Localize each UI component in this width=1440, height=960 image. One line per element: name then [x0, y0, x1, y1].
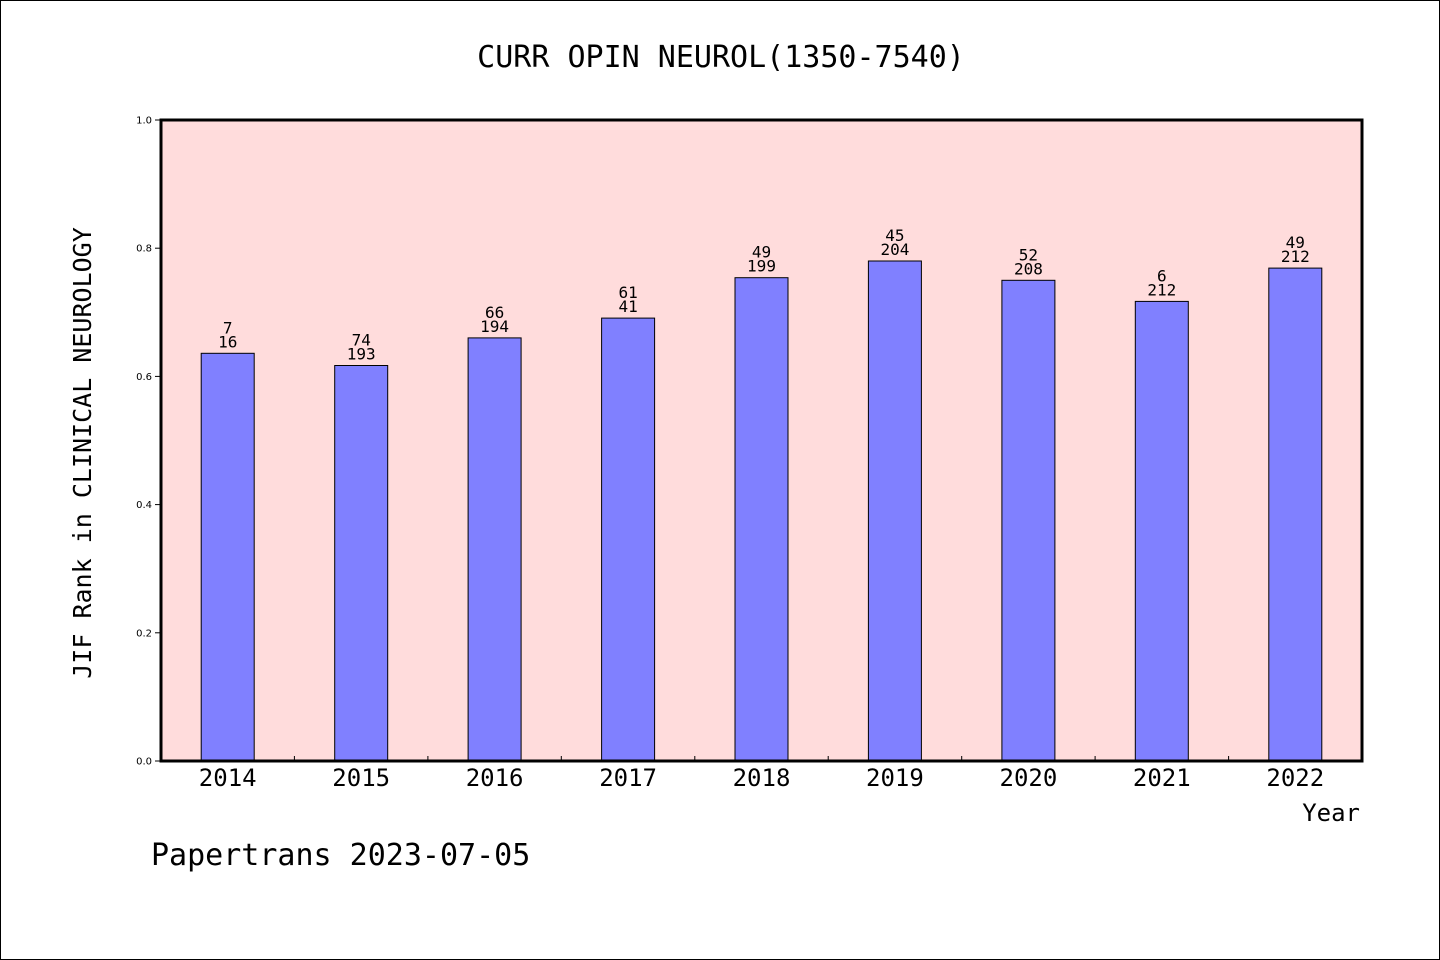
- bar-label-top-2019: 45: [885, 226, 904, 245]
- bar-label-bottom-2018: 199: [747, 257, 776, 276]
- bar-label-bottom-2016: 194: [480, 317, 509, 336]
- x-tick-label-2022: 2022: [1266, 764, 1324, 792]
- bar-label-bottom-2015: 193: [347, 345, 376, 364]
- x-axis-label: Year: [1302, 799, 1360, 827]
- y-tick-label: 1.0: [136, 116, 152, 127]
- bar-2017: [601, 317, 656, 762]
- bar-2016: [467, 337, 522, 762]
- bar-label-top-2016: 66: [485, 303, 504, 322]
- y-tick-label: 0.2: [136, 628, 152, 639]
- x-tick-label-2019: 2019: [866, 764, 924, 792]
- y-tick-label: 0.6: [136, 372, 152, 383]
- bar-2020: [1001, 279, 1056, 762]
- bar-label-top-2020: 52: [1019, 245, 1038, 264]
- bar-2018: [734, 277, 789, 762]
- x-tick-label-2014: 2014: [199, 764, 257, 792]
- bar-label-bottom-2019: 204: [880, 240, 909, 259]
- bar-2014: [200, 352, 255, 762]
- x-tick-label-2017: 2017: [599, 764, 657, 792]
- bar-label-top-2018: 49: [752, 243, 771, 262]
- x-tick-label-2021: 2021: [1133, 764, 1191, 792]
- y-axis-label: JIF Rank in CLINICAL NEUROLOGY: [68, 227, 97, 679]
- chart-title: CURR OPIN NEUROL(1350-7540): [477, 40, 965, 75]
- x-tick-label-2015: 2015: [332, 764, 390, 792]
- bar-label-top-2022: 49: [1286, 233, 1305, 252]
- plot-frame: [159, 118, 1364, 763]
- bar-label-top-2017: 61: [618, 283, 637, 302]
- x-tick-label-2018: 2018: [733, 764, 791, 792]
- y-tick-label: 0.8: [136, 244, 152, 255]
- x-axis: 2014 2015 2016 2017 2018 2019 2020 2021 2022: [199, 756, 1324, 792]
- bar-label-top-2021: 6: [1157, 266, 1167, 285]
- bar-label-bottom-2021: 212: [1147, 280, 1176, 299]
- x-tick-label-2016: 2016: [466, 764, 524, 792]
- bar-2015: [334, 365, 389, 762]
- footer-watermark: Papertrans 2023-07-05: [151, 838, 530, 873]
- bar-label-top-2015: 74: [352, 331, 371, 350]
- bar-label-bottom-2020: 208: [1014, 259, 1043, 278]
- bar-label-top-2014: 7: [223, 318, 233, 337]
- bar-label-bottom-2022: 212: [1281, 247, 1310, 266]
- bars-group: [200, 260, 1323, 762]
- y-axis: 0.0 0.2 0.4 0.6 0.8 1.0: [136, 116, 161, 768]
- y-tick-label: 0.4: [136, 500, 152, 511]
- bar-2022: [1268, 267, 1323, 762]
- y-tick-label: 0.0: [136, 757, 152, 768]
- bar-label-bottom-2014: 16: [218, 332, 237, 351]
- bar-label-bottom-2017: 41: [618, 297, 637, 316]
- bar-2019: [867, 260, 922, 762]
- x-tick-label-2020: 2020: [1000, 764, 1058, 792]
- bar-2021: [1134, 300, 1189, 762]
